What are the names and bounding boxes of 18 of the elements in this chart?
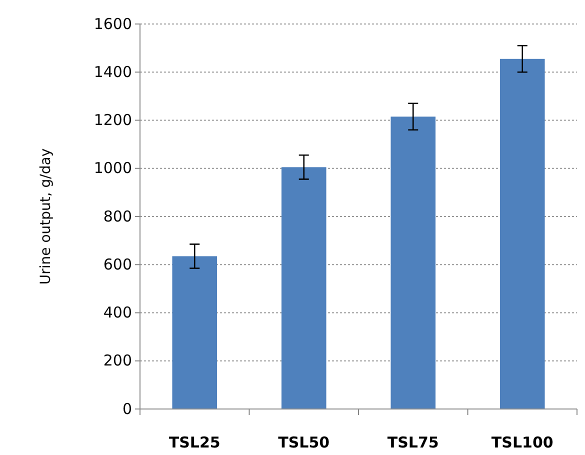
y-axis-title: Urine output, g/day <box>38 148 54 285</box>
x-tick-label: TSL25 <box>168 434 220 452</box>
y-tick-label: 200 <box>103 352 132 370</box>
y-tick-label: 0 <box>122 400 132 418</box>
x-tick-label: TSL50 <box>278 434 330 452</box>
bar <box>281 167 326 409</box>
y-tick-label: 600 <box>103 255 132 274</box>
y-tick-label: 800 <box>103 207 132 226</box>
y-tick-label: 1400 <box>94 62 132 81</box>
y-tick-label: 1200 <box>94 111 132 130</box>
y-tick-label: 1600 <box>94 14 132 33</box>
y-tick-label: 400 <box>103 304 132 322</box>
x-tick-label: TSL100 <box>491 434 554 452</box>
bar <box>500 58 545 409</box>
bar <box>172 256 218 409</box>
bar <box>390 116 436 409</box>
y-tick-label: 1000 <box>94 159 132 178</box>
x-tick-label: TSL75 <box>387 434 439 452</box>
